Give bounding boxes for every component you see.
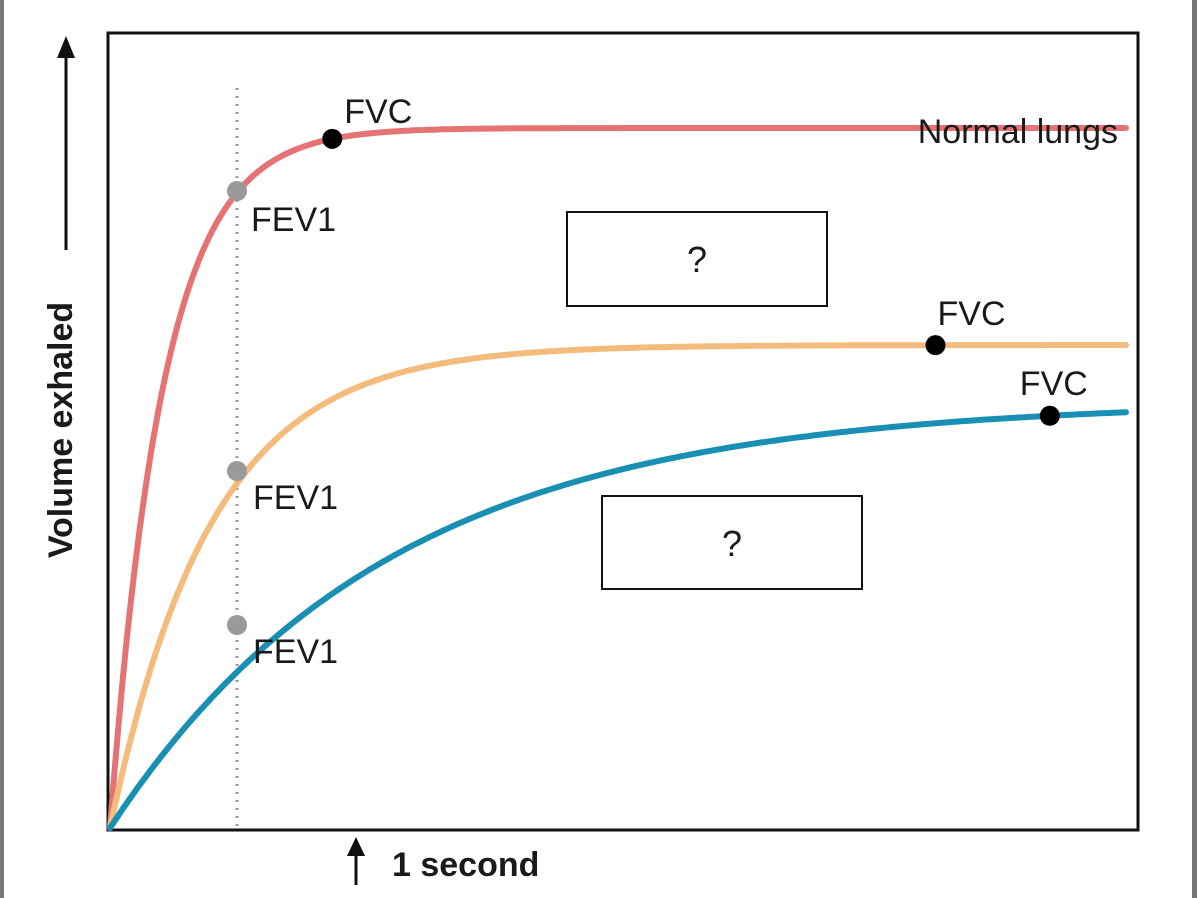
fev1-point-2 <box>227 461 247 481</box>
y-axis-label: Volume exhaled <box>42 302 80 558</box>
fev1-label-3: FEV1 <box>253 633 338 671</box>
fev1-point-3 <box>227 615 247 635</box>
fvc-point-3 <box>1039 405 1060 426</box>
plot-frame <box>106 31 1140 832</box>
unknown-label-text-1: ? <box>687 239 707 280</box>
fvc-label-1: FVC <box>344 93 412 131</box>
fvc-label-2: FVC <box>938 295 1006 333</box>
fev1-point-1 <box>227 181 247 201</box>
curve-series-2 <box>107 342 1129 831</box>
unknown-label-box-1 <box>566 211 828 307</box>
series-label-normal-lungs: Normal lungs <box>918 113 1118 151</box>
fvc-point-1 <box>322 128 343 149</box>
curve-series-1 <box>107 125 1129 831</box>
fvc-point-2 <box>925 335 946 356</box>
outer-left-border <box>0 0 4 898</box>
unknown-label-box-2 <box>601 495 863 590</box>
y-axis-arrowhead <box>57 36 75 58</box>
fvc-label-3: FVC <box>1020 365 1088 403</box>
curve-series-3 <box>107 409 1129 831</box>
fev1-label-1: FEV1 <box>251 201 336 239</box>
unknown-label-text-2: ? <box>722 523 742 564</box>
plot-layer: FEV1 FVC Normal lungs FEV1 FVC? FEV1 FVC? <box>107 88 1129 831</box>
outer-right-border <box>1192 0 1197 898</box>
one-second-label: 1 second <box>392 846 539 884</box>
fev1-label-2: FEV1 <box>253 479 338 517</box>
x-marker-arrowhead <box>347 837 365 856</box>
